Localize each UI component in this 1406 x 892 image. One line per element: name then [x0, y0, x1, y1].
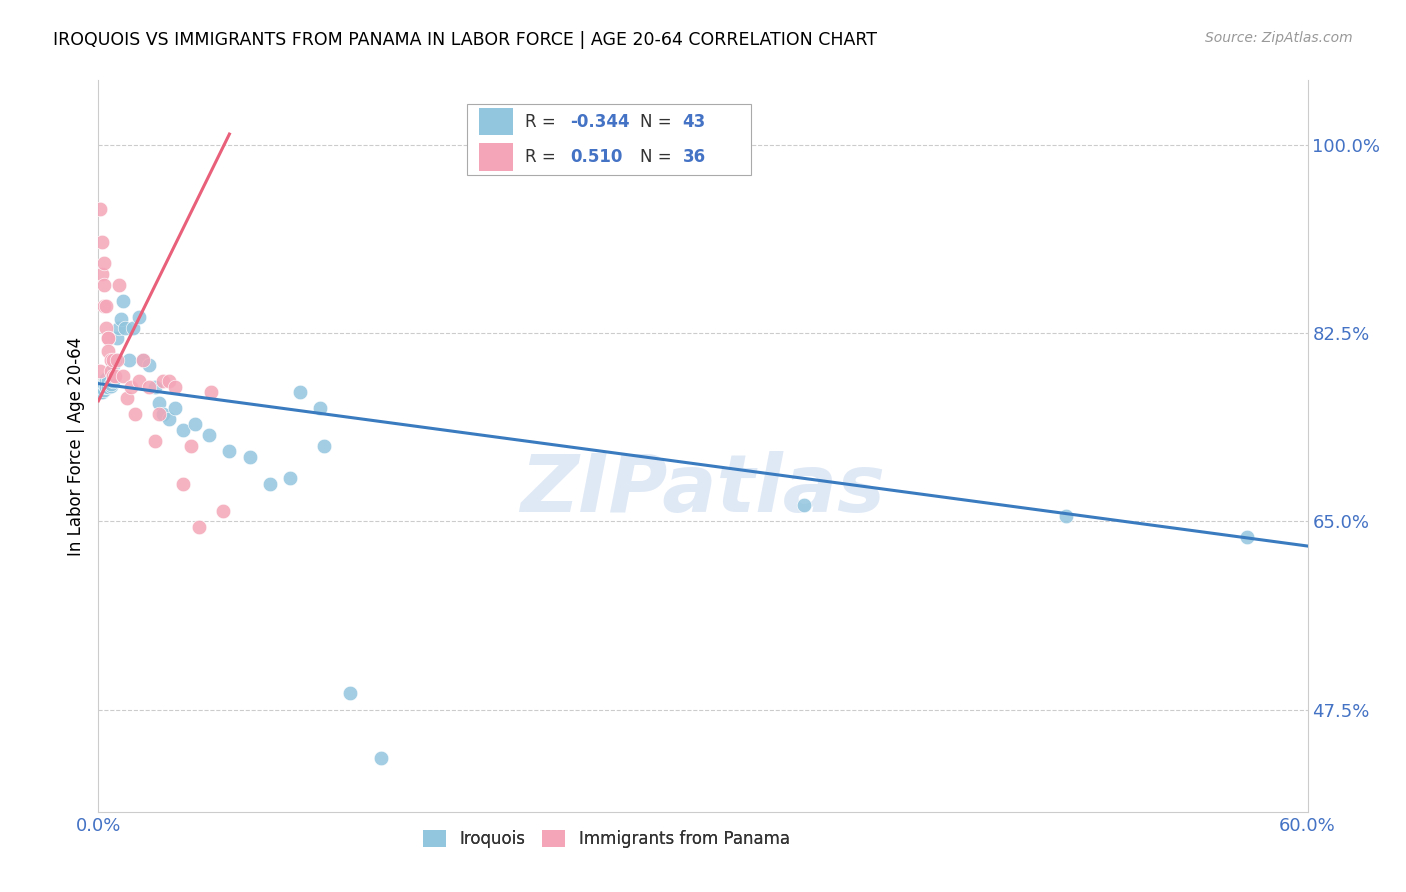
- Point: [157, 412, 180, 426]
- Point: [110, 312, 132, 326]
- Point: [100, 376, 122, 391]
- Point: [278, 471, 301, 485]
- Point: [96, 372, 118, 386]
- Point: [218, 444, 240, 458]
- Point: [105, 331, 128, 345]
- Point: [93, 277, 115, 292]
- Point: [520, 136, 543, 150]
- Point: [309, 401, 332, 416]
- Point: [184, 417, 207, 432]
- Point: [200, 385, 222, 400]
- Point: [314, 439, 336, 453]
- Point: [101, 359, 124, 373]
- Point: [93, 256, 115, 270]
- Point: [101, 369, 124, 384]
- Point: [138, 359, 160, 373]
- Text: R =: R =: [526, 148, 561, 166]
- Text: N =: N =: [640, 148, 678, 166]
- Point: [96, 299, 118, 313]
- Point: [103, 353, 125, 368]
- Bar: [479, 108, 513, 136]
- Point: [148, 407, 170, 421]
- Point: [152, 407, 174, 421]
- Text: 43: 43: [682, 112, 706, 130]
- Point: [93, 376, 115, 391]
- Text: ZIPatlas: ZIPatlas: [520, 450, 886, 529]
- Point: [124, 407, 146, 421]
- FancyBboxPatch shape: [467, 103, 751, 176]
- Point: [100, 378, 122, 392]
- Point: [105, 353, 128, 368]
- Text: Source: ZipAtlas.com: Source: ZipAtlas.com: [1205, 31, 1353, 45]
- Point: [152, 375, 174, 389]
- Point: [121, 320, 143, 334]
- Point: [96, 380, 118, 394]
- Point: [100, 353, 122, 368]
- Point: [132, 353, 155, 368]
- Point: [91, 235, 114, 249]
- Point: [180, 439, 202, 453]
- Text: R =: R =: [526, 112, 561, 130]
- Point: [288, 385, 311, 400]
- Point: [89, 202, 111, 217]
- Point: [107, 277, 129, 292]
- Bar: [479, 144, 513, 171]
- Text: N =: N =: [640, 112, 678, 130]
- Point: [198, 428, 221, 442]
- Point: [188, 519, 211, 533]
- Point: [89, 364, 111, 378]
- Point: [128, 310, 150, 324]
- Point: [172, 476, 194, 491]
- Point: [370, 751, 392, 765]
- Point: [100, 364, 122, 378]
- Text: -0.344: -0.344: [569, 112, 630, 130]
- Point: [107, 320, 129, 334]
- Point: [97, 344, 120, 359]
- Point: [111, 369, 134, 384]
- Point: [111, 293, 134, 308]
- Y-axis label: In Labor Force | Age 20-64: In Labor Force | Age 20-64: [66, 336, 84, 556]
- Point: [259, 476, 281, 491]
- Point: [115, 391, 138, 405]
- Point: [339, 686, 361, 700]
- Point: [148, 396, 170, 410]
- Point: [97, 331, 120, 345]
- Point: [91, 267, 114, 281]
- Point: [143, 380, 166, 394]
- Point: [101, 375, 124, 389]
- Point: [114, 320, 136, 334]
- Point: [97, 380, 120, 394]
- Point: [118, 353, 141, 368]
- Point: [138, 380, 160, 394]
- Point: [157, 375, 180, 389]
- Point: [101, 353, 124, 368]
- Point: [120, 380, 142, 394]
- Point: [91, 385, 114, 400]
- Text: 36: 36: [682, 148, 706, 166]
- Point: [93, 383, 115, 397]
- Point: [163, 401, 186, 416]
- Point: [212, 503, 235, 517]
- Point: [93, 299, 115, 313]
- Text: IROQUOIS VS IMMIGRANTS FROM PANAMA IN LABOR FORCE | AGE 20-64 CORRELATION CHART: IROQUOIS VS IMMIGRANTS FROM PANAMA IN LA…: [53, 31, 877, 49]
- Point: [1054, 508, 1077, 523]
- Point: [89, 385, 111, 400]
- Point: [163, 380, 186, 394]
- Text: 0.510: 0.510: [569, 148, 623, 166]
- Point: [97, 331, 120, 345]
- Point: [239, 450, 262, 464]
- Point: [143, 434, 166, 448]
- Point: [172, 423, 194, 437]
- Point: [103, 369, 125, 384]
- Point: [128, 375, 150, 389]
- Legend: Iroquois, Immigrants from Panama: Iroquois, Immigrants from Panama: [415, 822, 799, 856]
- Point: [132, 353, 155, 368]
- Point: [1236, 530, 1258, 544]
- Point: [793, 498, 815, 512]
- Point: [96, 320, 118, 334]
- Point: [97, 375, 120, 389]
